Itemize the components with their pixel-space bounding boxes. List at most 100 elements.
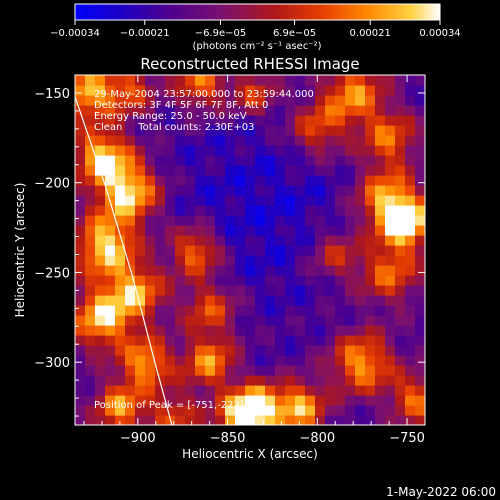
heatmap-cell (305, 405, 316, 416)
heatmap-cell (365, 235, 376, 246)
heatmap-cell (145, 405, 156, 416)
heatmap-cell (395, 195, 406, 206)
heatmap-cell (175, 395, 186, 406)
heatmap-cell (215, 115, 226, 126)
heatmap-cell (345, 165, 356, 176)
heatmap-cell (135, 265, 146, 276)
heatmap-cell (405, 205, 416, 216)
heatmap-cell (225, 115, 236, 126)
heatmap-cell (125, 95, 136, 106)
heatmap-cell (275, 395, 286, 406)
heatmap-cell (165, 405, 176, 416)
heatmap-cell (135, 405, 146, 416)
heatmap-cell (365, 375, 376, 386)
heatmap-cell (215, 305, 226, 316)
heatmap-cell (85, 305, 96, 316)
heatmap-cell (335, 145, 346, 156)
solar-limb-line (75, 96, 173, 425)
heatmap-cell (125, 405, 136, 416)
heatmap-cell (135, 295, 146, 306)
heatmap-cell (255, 165, 266, 176)
heatmap-cell (365, 275, 376, 286)
heatmap-cell (375, 395, 386, 406)
heatmap-cell (215, 255, 226, 266)
heatmap-cell (285, 265, 296, 276)
heatmap-cell (355, 165, 366, 176)
heatmap-cell (325, 85, 336, 96)
heatmap-cell (295, 345, 306, 356)
heatmap-cells (75, 75, 425, 425)
heatmap-cell (235, 285, 246, 296)
heatmap-cell (105, 365, 116, 376)
heatmap-cell (285, 405, 296, 416)
heatmap-cell (165, 345, 176, 356)
heatmap-cell (245, 385, 256, 396)
heatmap-cell (345, 85, 356, 96)
heatmap-cell (245, 355, 256, 366)
heatmap-cell (195, 295, 206, 306)
heatmap-cell (215, 105, 226, 116)
heatmap-cell (305, 375, 316, 386)
heatmap-cell (85, 235, 96, 246)
heatmap-cell (285, 295, 296, 306)
heatmap-cell (325, 275, 336, 286)
heatmap-cell (355, 415, 366, 425)
heatmap-cell (185, 295, 196, 306)
heatmap-cell (75, 155, 86, 166)
heatmap-cell (245, 275, 256, 286)
heatmap-cell (385, 195, 396, 206)
heatmap-cell (335, 255, 346, 266)
colorbar: −0.00034 −0.00021 −6.9e−05 6.9e−05 0.00021 0.… (50, 3, 461, 52)
heatmap-cell (335, 305, 346, 316)
heatmap-cell (365, 85, 376, 96)
heatmap-cell (315, 85, 326, 96)
heatmap-cell (405, 215, 416, 226)
heatmap-cell (105, 135, 116, 146)
heatmap-cell (175, 135, 186, 146)
heatmap-cell (145, 285, 156, 296)
heatmap-cell (125, 115, 136, 126)
heatmap-cell (225, 335, 236, 346)
heatmap-cell (395, 325, 406, 336)
heatmap-cell (315, 215, 326, 226)
heatmap-cell (375, 405, 386, 416)
heatmap-cell (115, 135, 126, 146)
heatmap-cell (385, 235, 396, 246)
heatmap-cell (95, 155, 106, 166)
heatmap-cell (405, 265, 416, 276)
heatmap-cell (155, 285, 166, 296)
heatmap-cell (235, 325, 246, 336)
heatmap-cell (385, 95, 396, 106)
heatmap-cell (385, 305, 396, 316)
heatmap-cell (125, 215, 136, 226)
heatmap-cell (355, 345, 366, 356)
heatmap-cell (285, 145, 296, 156)
heatmap-cell (165, 255, 176, 266)
heatmap-cell (105, 295, 116, 306)
heatmap-cell (315, 355, 326, 366)
heatmap-cell (145, 195, 156, 206)
heatmap-cell (315, 165, 326, 176)
heatmap-cell (305, 95, 316, 106)
heatmap-cell (365, 185, 376, 196)
heatmap-cell (175, 325, 186, 336)
heatmap-cell (205, 365, 216, 376)
heatmap-cell (355, 215, 366, 226)
heatmap-cell (135, 325, 146, 336)
heatmap-cell (355, 105, 366, 116)
heatmap-cell (135, 195, 146, 206)
heatmap-cell (185, 415, 196, 425)
heatmap-cell (195, 355, 206, 366)
heatmap-cell (305, 245, 316, 256)
heatmap-cell (265, 265, 276, 276)
heatmap-cell (115, 145, 126, 156)
heatmap-cell (265, 285, 276, 296)
heatmap-cell (225, 365, 236, 376)
heatmap-cell (155, 115, 166, 126)
heatmap-cell (205, 225, 216, 236)
x-axis-ticks: −900 −850 −800 −750 (83, 75, 426, 446)
heatmap-cell (195, 345, 206, 356)
heatmap-cell (395, 85, 406, 96)
heatmap-cell (345, 75, 356, 86)
heatmap-cell (345, 235, 356, 246)
